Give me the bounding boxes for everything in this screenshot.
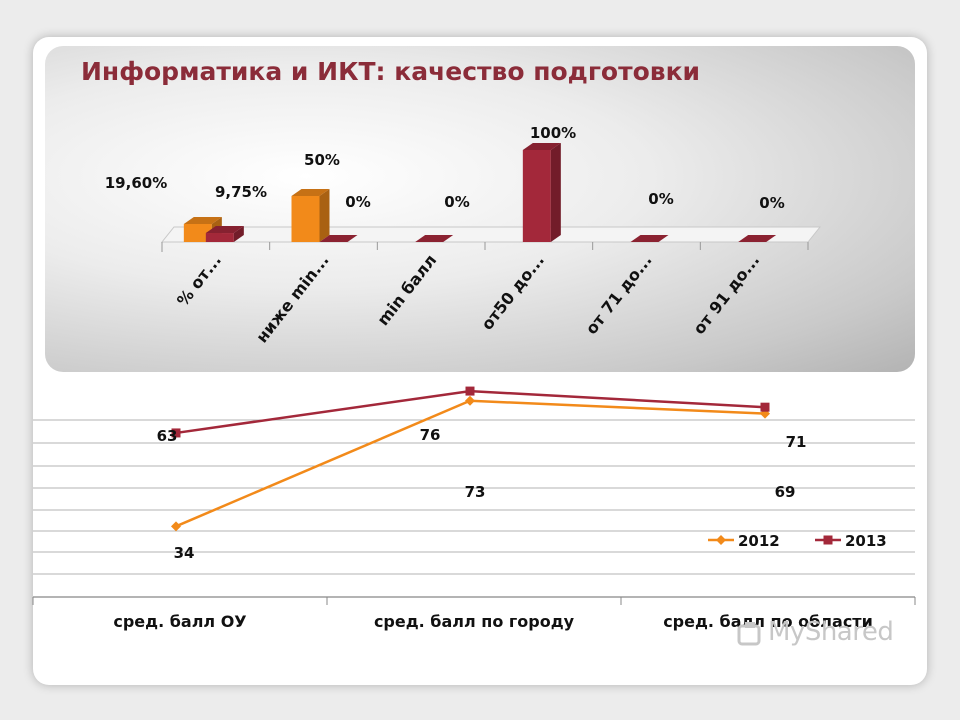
- bar-value-label: 50%: [304, 151, 340, 169]
- bar-2013-front: [522, 150, 551, 242]
- bar-2013-top: [522, 143, 561, 150]
- watermark-text: MyShared: [768, 617, 894, 647]
- legend-swatch-marker: [823, 535, 833, 545]
- line-category-label: сред. балл по области: [663, 612, 873, 631]
- series-2013-marker: [760, 402, 770, 412]
- line-value-label: 69: [775, 483, 796, 501]
- line-value-label: 34: [174, 544, 195, 562]
- series-2013-marker: [171, 428, 181, 438]
- bar-value-label: 19,60%: [105, 174, 167, 192]
- bar-2013-front: [205, 233, 234, 242]
- bar-2013-top: [205, 226, 244, 234]
- bar-2012-front: [183, 223, 212, 242]
- bar-2013-side: [233, 226, 244, 242]
- legend-label: 2012: [738, 532, 780, 550]
- bar-2013: [205, 226, 244, 242]
- slide: Информатика и ИКТ: качество подготовки: [33, 37, 927, 685]
- bar-2013: [522, 143, 561, 242]
- series-2012-marker: [171, 521, 181, 532]
- bar-2013-flat: [319, 235, 358, 242]
- bar-2012: [291, 189, 330, 242]
- line-value-label: 71: [786, 433, 807, 451]
- line-value-label: 63: [157, 427, 178, 445]
- line-category-label: сред. балл ОУ: [113, 612, 246, 631]
- bar-value-label: 0%: [759, 194, 784, 212]
- bar-2012-top: [183, 216, 222, 224]
- slide-title: Информатика и ИКТ: качество подготовки: [81, 57, 701, 86]
- bar-value-label: 0%: [648, 190, 673, 208]
- legend-label: 2013: [845, 532, 887, 550]
- bar-2013-flat: [738, 235, 777, 242]
- line-value-label: 73: [465, 483, 486, 501]
- bar-value-label: 100%: [530, 124, 576, 142]
- bar-value-label: 9,75%: [215, 183, 267, 201]
- bar-2013-side: [550, 143, 561, 242]
- bar-value-label: 0%: [345, 193, 370, 211]
- series-2012-marker: [465, 395, 475, 406]
- bar-value-label: 0%: [444, 193, 469, 211]
- bar-2013: [415, 235, 454, 242]
- legend-swatch-marker: [716, 535, 726, 545]
- series-2013-marker: [465, 386, 475, 396]
- bar-2013-flat: [415, 235, 454, 242]
- line-value-label: 76: [420, 426, 441, 444]
- bar-2012-front: [291, 196, 320, 242]
- legend: 2012 2013: [708, 532, 887, 550]
- bar-2012-top: [291, 189, 330, 196]
- bar-2013: [319, 235, 358, 242]
- bar-2013: [738, 235, 777, 242]
- bar-2013-flat: [630, 235, 669, 242]
- bar-2012-side: [319, 189, 330, 242]
- watermark-icon: [737, 622, 761, 646]
- bar-chart-panel: [45, 46, 915, 372]
- line-category-label: сред. балл по городу: [374, 612, 575, 631]
- bar-2013: [630, 235, 669, 242]
